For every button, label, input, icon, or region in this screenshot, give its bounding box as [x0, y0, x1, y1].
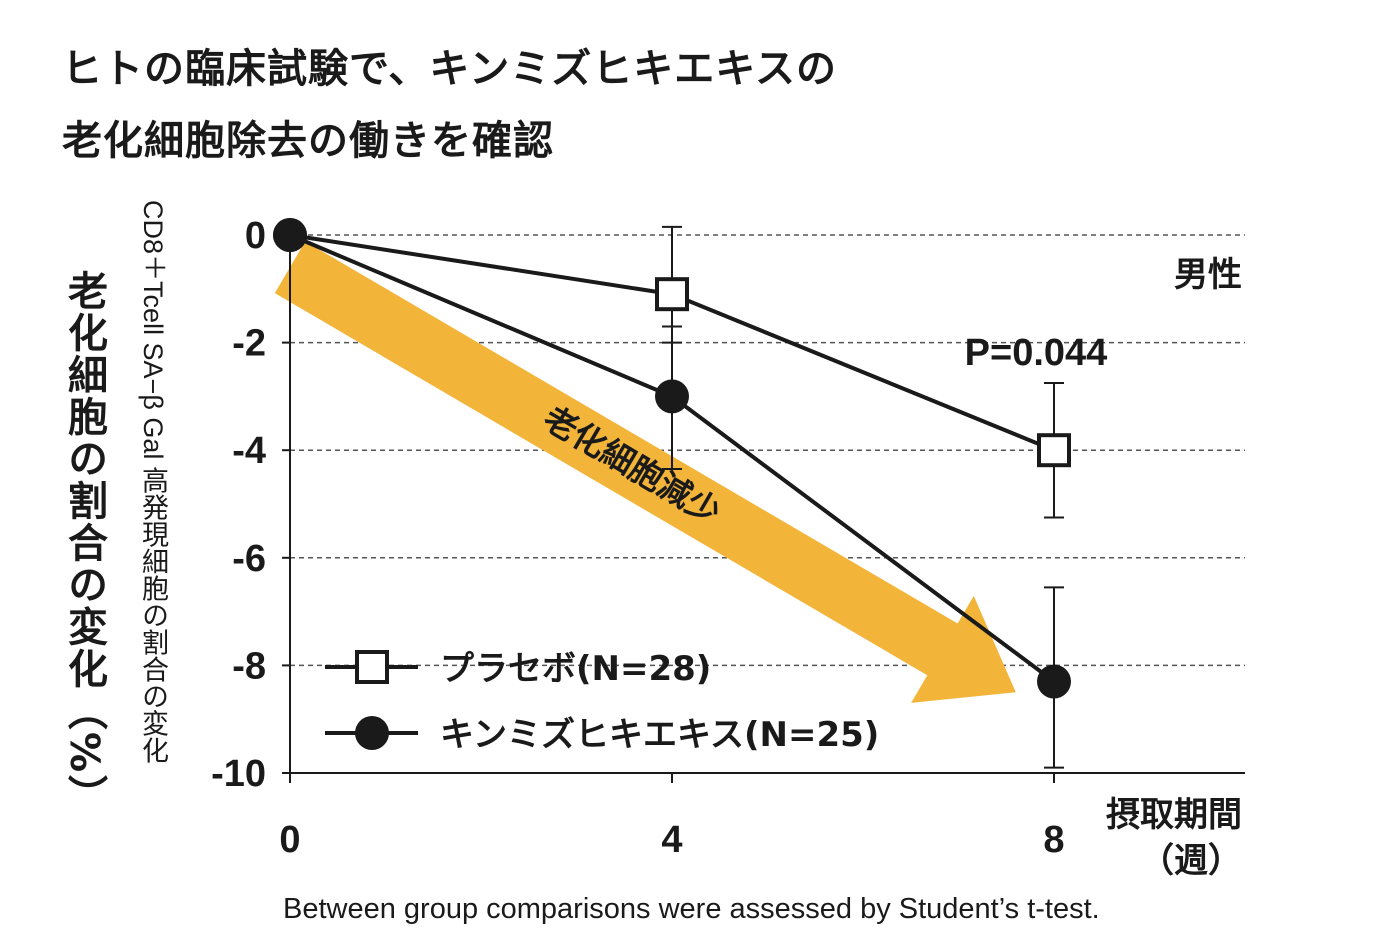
x-axis-unit: （週）: [1140, 841, 1242, 881]
decrease-arrow-shape: [274, 241, 1016, 703]
y-tick-label: -2: [232, 323, 266, 365]
chart-title-line2: 老化細胞除去の働きを確認: [62, 118, 554, 164]
y-axis-label-main: 老化細胞の割合の変化（%）: [61, 270, 107, 817]
chart-title-line1: ヒトの臨床試験で、キンミズヒキエキスの: [62, 46, 837, 92]
y-axis-label-sub: CD8＋Tcell SA−β Gal 高発現細胞の割合の変化: [138, 200, 168, 764]
grid-lines: [290, 234, 1245, 667]
legend: プラセボ(N=28) キンミズヒキエキス(N=25): [325, 649, 879, 755]
data-point-placebo: [655, 277, 689, 312]
data-point-extract: [655, 379, 689, 414]
y-tick-label: -8: [232, 645, 266, 687]
y-tick-label: -6: [232, 538, 266, 580]
group-label: 男性: [1174, 255, 1242, 295]
axes: [289, 230, 1245, 774]
legend-label-extract: キンミズヒキエキス(N=25): [440, 715, 879, 755]
y-tick-labels: 0 -2 -4 -6 -8 -10: [211, 215, 290, 795]
p-value-label: P=0.044: [965, 332, 1108, 374]
y-tick-label: 0: [245, 215, 266, 257]
x-tick-label: 4: [661, 819, 682, 861]
data-point-origin: [273, 218, 307, 252]
legend-label-placebo: プラセボ(N=28): [440, 649, 711, 689]
x-tick-label: 0: [279, 819, 300, 861]
legend-marker-extract: [355, 716, 389, 750]
y-tick-label: -10: [211, 753, 266, 795]
data-point-extract: [1037, 664, 1071, 699]
x-tick-labels: 0 4 8: [279, 773, 1065, 861]
legend-marker-placebo: [355, 650, 389, 684]
data-point-placebo: [1037, 433, 1071, 468]
data-series: [273, 218, 1071, 769]
footnote: Between group comparisons were assessed …: [283, 893, 1100, 925]
x-axis-label: 摂取期間: [1106, 795, 1242, 835]
x-tick-label: 8: [1043, 819, 1064, 861]
y-tick-label: -4: [232, 430, 266, 472]
decrease-arrow: 老化細胞減少: [274, 241, 1016, 703]
